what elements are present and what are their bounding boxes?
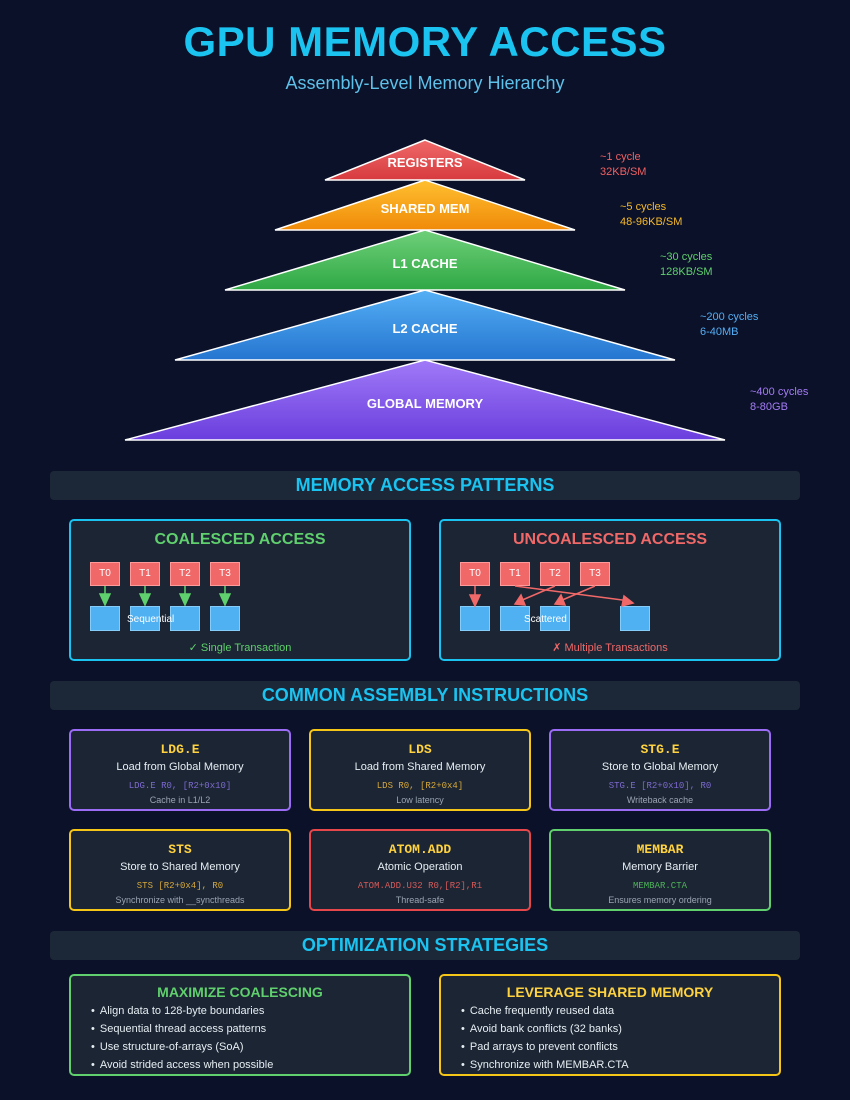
thread-box: T1 [500, 562, 530, 586]
instruction-name: MEMBAR [636, 842, 684, 857]
page-subtitle: Assembly-Level Memory Hierarchy [285, 73, 565, 93]
instruction-name: ATOM.ADD [388, 842, 452, 857]
memory-block [460, 606, 490, 631]
instruction-name: STS [168, 842, 192, 857]
instruction-name: STG.E [640, 742, 680, 757]
size-label: 8-80GB [750, 401, 788, 413]
layer-l1-cache [224, 229, 626, 291]
instruction-note: Low latency [396, 795, 444, 805]
memory-block [500, 606, 530, 631]
coalesced-label: Sequential [127, 614, 175, 625]
strategy-list: Cache frequently reused data Avoid bank … [461, 1002, 629, 1074]
strategy-item: Align data to 128-byte boundaries [91, 1002, 273, 1020]
instruction-note: Thread-safe [395, 895, 445, 905]
layer-shared-mem [274, 179, 576, 231]
instruction-note: Ensures memory ordering [608, 895, 712, 905]
size-label: 48-96KB/SM [620, 216, 682, 228]
strategy-card-shared-memory: LEVERAGE SHARED MEMORY Cache frequently … [439, 974, 781, 1076]
latency-label: ~30 cycles [660, 251, 713, 263]
layer-label: REGISTERS [387, 155, 462, 170]
memory-hierarchy-pyramid: REGISTERS SHARED MEM L1 CACHE L2 CACHE G… [124, 139, 809, 441]
strategy-item: Pad arrays to prevent conflicts [461, 1038, 629, 1056]
latency-label: ~1 cycle [600, 151, 641, 163]
uncoalesced-arrows [468, 585, 635, 608]
size-label: 6-40MB [700, 326, 739, 338]
coalesced-result: ✓ Single Transaction [188, 642, 292, 654]
uncoalesced-title: UNCOALESCED ACCESS [512, 531, 708, 548]
layer-label: GLOBAL MEMORY [367, 396, 484, 411]
instruction-card-stg: STG.E Store to Global Memory STG.E [R2+0… [549, 729, 771, 811]
strategy-item: Avoid strided access when possible [91, 1056, 273, 1074]
thread-box: T0 [90, 562, 120, 586]
latency-label: ~5 cycles [620, 201, 667, 213]
instruction-desc: Atomic Operation [377, 861, 463, 873]
instruction-desc: Load from Global Memory [116, 761, 244, 773]
layer-global-memory [124, 359, 726, 441]
coalesced-title: COALESCED ACCESS [154, 531, 326, 548]
layer-l2-cache [174, 289, 676, 361]
uncoalesced-panel: UNCOALESCED ACCESS T0 T1 T2 T3 Scattered… [439, 519, 781, 661]
memory-block [90, 606, 120, 631]
page-title: GPU MEMORY ACCESS [183, 18, 667, 65]
instruction-card-ldg: LDG.E Load from Global Memory LDG.E R0, … [69, 729, 291, 811]
uncoalesced-result: ✗ Multiple Transactions [552, 642, 668, 654]
instruction-desc: Load from Shared Memory [354, 761, 486, 773]
thread-box: T3 [580, 562, 610, 586]
thread-box: T1 [130, 562, 160, 586]
thread-box: T3 [210, 562, 240, 586]
thread-box: T0 [460, 562, 490, 586]
memory-block [540, 606, 570, 631]
latency-label: ~200 cycles [700, 311, 759, 323]
size-label: 32KB/SM [600, 166, 646, 178]
instruction-note: Writeback cache [626, 795, 694, 805]
latency-label: ~400 cycles [750, 386, 809, 398]
size-label: 128KB/SM [660, 266, 713, 278]
instruction-code: LDS R0, [R2+0x4] [376, 781, 464, 791]
memory-block [210, 606, 240, 631]
instruction-desc: Store to Global Memory [601, 761, 719, 773]
section-header-patterns: MEMORY ACCESS PATTERNS [50, 471, 800, 500]
layer-registers [324, 139, 526, 181]
instruction-code: MEMBAR.CTA [632, 881, 687, 891]
memory-block [170, 606, 200, 631]
thread-box: T2 [170, 562, 200, 586]
coalesced-arrows [98, 586, 232, 607]
strategy-list: Align data to 128-byte boundaries Sequen… [91, 1002, 273, 1074]
instruction-card-membar: MEMBAR Memory Barrier MEMBAR.CTA Ensures… [549, 829, 771, 911]
instruction-desc: Memory Barrier [622, 861, 698, 873]
layer-label: SHARED MEM [381, 201, 470, 216]
memory-block [620, 606, 650, 631]
instruction-code: ATOM.ADD.U32 R0,[R2],R1 [357, 881, 483, 891]
strategy-item: Avoid bank conflicts (32 banks) [461, 1020, 629, 1038]
instruction-code: STS [R2+0x4], R0 [136, 881, 224, 891]
strategy-item: Cache frequently reused data [461, 1002, 629, 1020]
memory-block [130, 606, 160, 631]
thread-box: T2 [540, 562, 570, 586]
uncoalesced-label: Scattered [524, 614, 567, 625]
strategy-title: MAXIMIZE COALESCING [157, 984, 323, 1000]
instruction-card-atom: ATOM.ADD Atomic Operation ATOM.ADD.U32 R… [309, 829, 531, 911]
instruction-note: Synchronize with __syncthreads [115, 895, 245, 905]
layer-label: L1 CACHE [392, 256, 457, 271]
strategy-item: Synchronize with MEMBAR.CTA [461, 1056, 629, 1074]
instruction-code: STG.E [R2+0x10], R0 [608, 781, 712, 791]
instruction-name: LDG.E [160, 742, 200, 757]
strategy-card-coalescing: MAXIMIZE COALESCING Align data to 128-by… [69, 974, 411, 1076]
coalesced-panel: COALESCED ACCESS T0 T1 T2 T3 Sequential … [69, 519, 411, 661]
strategy-title: LEVERAGE SHARED MEMORY [506, 984, 714, 1000]
strategy-item: Use structure-of-arrays (SoA) [91, 1038, 273, 1056]
instruction-note: Cache in L1/L2 [149, 795, 211, 805]
instruction-code: LDG.E R0, [R2+0x10] [128, 781, 232, 791]
section-header-instructions: COMMON ASSEMBLY INSTRUCTIONS [50, 681, 800, 710]
instruction-card-lds: LDS Load from Shared Memory LDS R0, [R2+… [309, 729, 531, 811]
instruction-desc: Store to Shared Memory [120, 861, 240, 873]
instruction-card-sts: STS Store to Shared Memory STS [R2+0x4],… [69, 829, 291, 911]
strategy-item: Sequential thread access patterns [91, 1020, 273, 1038]
instruction-name: LDS [408, 742, 432, 757]
section-header-optimization: OPTIMIZATION STRATEGIES [50, 931, 800, 960]
layer-label: L2 CACHE [392, 321, 457, 336]
